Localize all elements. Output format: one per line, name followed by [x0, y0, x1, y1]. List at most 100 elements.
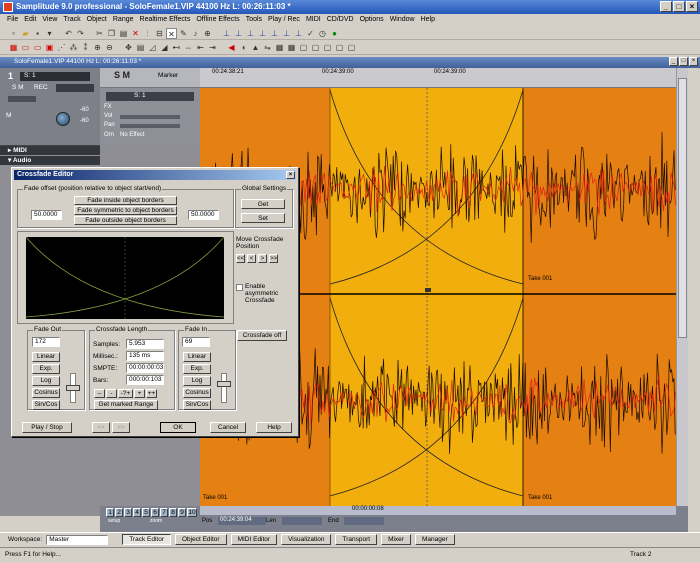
page-5[interactable]: 5 [142, 508, 150, 517]
pan-slider[interactable] [120, 124, 180, 128]
menu-object[interactable]: Object [86, 16, 107, 23]
copy-icon[interactable]: ❐ [107, 29, 116, 38]
global-set-button[interactable]: Set [241, 213, 285, 223]
page-4[interactable]: 4 [133, 508, 141, 517]
fade-out-value[interactable]: 172 [32, 337, 60, 347]
vertical-scrollbar[interactable] [676, 68, 688, 508]
fade-out-sincos-button[interactable]: Sin/Cos [32, 400, 60, 410]
window3-icon[interactable]: ▢ [323, 43, 332, 52]
open-folder-icon[interactable]: ▰ [22, 29, 29, 38]
marker6-icon[interactable]: ⊥ [283, 29, 290, 38]
fade-in-log-button[interactable]: Log [183, 376, 211, 386]
window4-icon[interactable]: ▢ [335, 43, 344, 52]
horizontal-scrollbar[interactable]: 00:00:00:08 [200, 506, 676, 515]
manager-button[interactable]: Manager [414, 534, 455, 545]
sync-icon[interactable]: ⇋ [264, 43, 271, 52]
window5-icon[interactable]: ▢ [347, 43, 356, 52]
trim-icon[interactable]: ⊟ [156, 29, 163, 38]
fade-in-slider-track[interactable] [221, 373, 227, 403]
midi-section[interactable]: ▸ MIDI [0, 146, 100, 155]
maximize-button[interactable]: □ [673, 1, 685, 12]
track-controls[interactable] [56, 84, 94, 92]
fade-in-cosinus-button[interactable]: Cosinus [183, 388, 211, 398]
ok-button[interactable]: OK [160, 422, 196, 433]
pan-knob[interactable] [56, 112, 70, 126]
menu-play-rec[interactable]: Play / Rec [268, 16, 300, 23]
dialog-close-button[interactable]: × [286, 171, 295, 179]
record-icon[interactable]: ● [332, 29, 337, 38]
menu-help[interactable]: Help [420, 16, 435, 23]
length-adjust[interactable]: -?+ [118, 389, 133, 398]
marker5-icon[interactable]: ⊥ [271, 29, 278, 38]
global-get-button[interactable]: Get [241, 199, 285, 209]
project-min-button[interactable]: _ [669, 57, 678, 66]
marker-label[interactable]: Marker [158, 72, 179, 79]
move-far-left-button[interactable]: << [236, 254, 245, 263]
project-max-button[interactable]: □ [679, 57, 688, 66]
menu-edit[interactable]: Edit [24, 16, 37, 23]
object-icon[interactable]: ▤ [136, 43, 145, 52]
fade-out-curve-top[interactable] [329, 89, 524, 285]
grid-icon[interactable]: ▦ [9, 43, 18, 52]
page-9[interactable]: 9 [178, 508, 186, 517]
scroll-thumb[interactable] [678, 78, 687, 338]
play-stop-button[interactable]: Play / Stop [22, 422, 72, 433]
snap-icon[interactable]: ⋰ [57, 43, 66, 52]
menu-realtime-effects[interactable]: Realtime Effects [139, 16, 191, 23]
move-far-right-button[interactable]: >> [269, 254, 278, 263]
project-close-button[interactable]: × [689, 57, 698, 66]
timeline-ruler[interactable]: 00:24:38:21 00:24:39:00 00:24:39:00 [200, 68, 676, 88]
track-name[interactable]: S: 1 [20, 72, 90, 81]
menu-track[interactable]: Track [63, 16, 81, 23]
millisec-input[interactable]: 135 ms [126, 351, 164, 361]
paste-icon[interactable]: ▤ [119, 29, 128, 38]
redo-icon[interactable]: ↷ [77, 29, 84, 38]
menu-window[interactable]: Window [389, 16, 415, 23]
grid3-icon[interactable]: ▦ [287, 43, 296, 52]
smpte-input[interactable]: 00:00:00:03 [126, 363, 164, 373]
transport-button[interactable]: Transport [335, 534, 378, 545]
page-8[interactable]: 8 [169, 508, 177, 517]
marker-icon[interactable]: ⊥ [223, 29, 230, 38]
metronome-icon[interactable]: ▲ [251, 43, 260, 52]
zoom-in-icon[interactable]: ⊕ [94, 43, 101, 52]
check-icon[interactable]: ✓ [307, 29, 314, 38]
get-marked-range-button[interactable]: Get marked Range [94, 400, 158, 410]
save-icon[interactable]: ▪ [36, 29, 39, 38]
fade-in-curve-bottom[interactable] [329, 297, 524, 497]
fade-inside-button[interactable]: Fade inside object borders [74, 196, 177, 205]
page-3[interactable]: 3 [124, 508, 132, 517]
fade-outside-button[interactable]: Fade outside object borders [74, 216, 177, 225]
len-value[interactable] [282, 517, 322, 525]
midi-editor-button[interactable]: MIDI Editor [230, 534, 278, 545]
track-record-button[interactable]: REC [34, 84, 48, 91]
menu-view[interactable]: View [42, 16, 58, 23]
menu-midi[interactable]: MIDI [305, 16, 321, 23]
fade-in-value[interactable]: 69 [182, 337, 210, 347]
speaker-icon[interactable]: ◀ [228, 43, 235, 52]
cancel-button[interactable]: Cancel [210, 422, 246, 433]
delete-icon[interactable]: ✕ [132, 29, 139, 38]
fade-in-linear-button[interactable]: Linear [183, 352, 211, 362]
page-1[interactable]: 1 [106, 508, 114, 517]
fade-in-exp-button[interactable]: Exp. [183, 364, 211, 374]
window2-icon[interactable]: ▢ [311, 43, 320, 52]
crossfade-curve-display[interactable] [26, 237, 224, 319]
ungroup-icon[interactable]: ⁑ [83, 43, 88, 52]
object-editor-button[interactable]: Object Editor [175, 534, 227, 545]
volume-icon[interactable]: ◢ [161, 43, 168, 52]
new-file-icon[interactable]: ▫ [12, 29, 15, 38]
help-button[interactable]: Help [256, 422, 292, 433]
length-increase[interactable]: + [134, 389, 145, 398]
scrub-icon[interactable]: ♪ [193, 29, 198, 38]
fade-out-log-button[interactable]: Log [32, 376, 60, 386]
fade-out-curve-bottom[interactable] [329, 297, 524, 497]
menu-offline-effects[interactable]: Offline Effects [196, 16, 240, 23]
workspace-select[interactable]: Master [46, 534, 109, 545]
fade-in-sincos-button[interactable]: Sin/Cos [183, 400, 211, 410]
track-detail-name[interactable]: S: 1 [106, 92, 194, 101]
next-crossfade-button[interactable]: >> [112, 422, 130, 433]
page-10[interactable]: 10 [187, 508, 197, 517]
fade-icon[interactable]: ◿ [149, 43, 156, 52]
zoom-out-icon[interactable]: ⊖ [106, 43, 113, 52]
